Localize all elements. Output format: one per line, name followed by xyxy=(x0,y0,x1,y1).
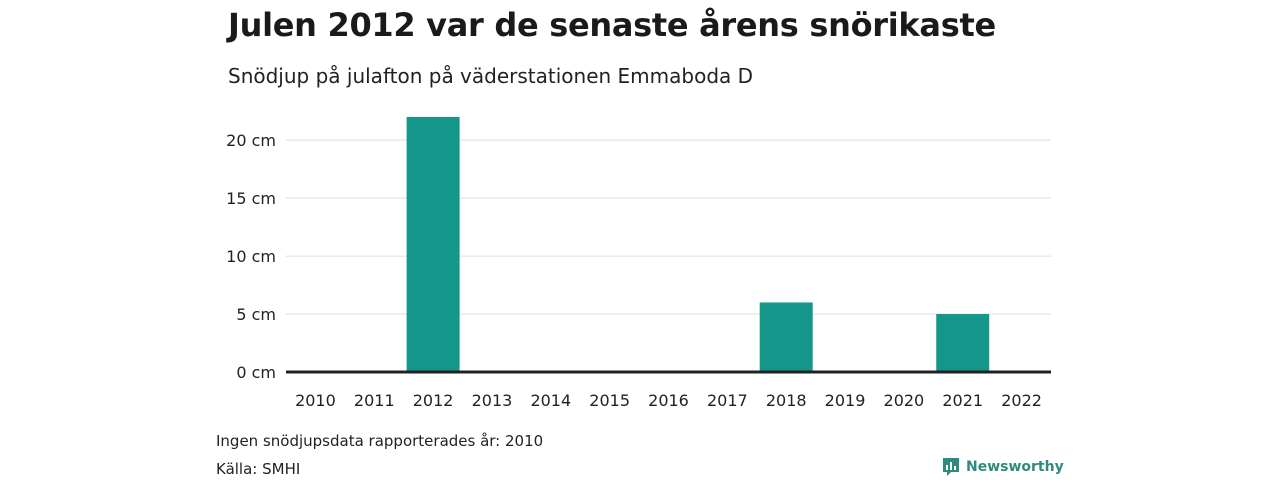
x-tick-label: 2022 xyxy=(1001,391,1042,410)
brand-logo[interactable]: Newsworthy xyxy=(942,457,1064,477)
x-tick-label: 2015 xyxy=(589,391,630,410)
x-tick-label: 2013 xyxy=(472,391,513,410)
x-tick-label: 2010 xyxy=(295,391,336,410)
y-tick-label: 10 cm xyxy=(226,247,276,266)
y-tick-label: 5 cm xyxy=(236,305,276,324)
x-tick-label: 2017 xyxy=(707,391,748,410)
x-tick-label: 2016 xyxy=(648,391,689,410)
missing-data-note: Ingen snödjupsdata rapporterades år: 201… xyxy=(216,432,544,450)
y-tick-label: 20 cm xyxy=(226,131,276,150)
chart-subtitle: Snödjup på julafton på väderstationen Em… xyxy=(228,64,754,88)
x-tick-label: 2021 xyxy=(942,391,983,410)
newsworthy-logo-icon xyxy=(943,458,959,476)
bar xyxy=(759,302,813,372)
source-note: Källa: SMHI xyxy=(216,460,301,478)
x-tick-label: 2018 xyxy=(766,391,807,410)
x-tick-label: 2014 xyxy=(530,391,571,410)
chart-title: Julen 2012 var de senaste årens snörikas… xyxy=(228,6,996,44)
y-tick-label: 15 cm xyxy=(226,189,276,208)
x-tick-label: 2012 xyxy=(413,391,454,410)
bar-chart: 0 cm 5 cm 10 cm 15 cm 20 cm 2010 2011 2012 2013 2… xyxy=(226,117,1051,410)
x-tick-label: 2020 xyxy=(884,391,925,410)
bar xyxy=(936,314,990,372)
bar xyxy=(406,117,460,372)
brand-name: Newsworthy xyxy=(966,459,1064,475)
x-tick-label: 2011 xyxy=(354,391,395,410)
y-tick-label: 0 cm xyxy=(236,363,276,382)
x-tick-label: 2019 xyxy=(825,391,866,410)
